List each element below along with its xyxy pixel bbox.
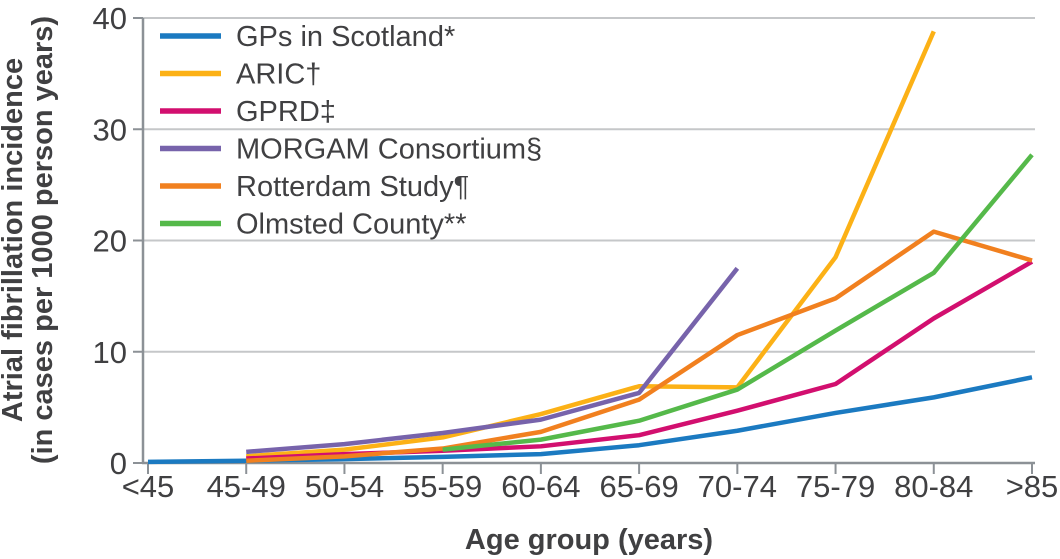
legend-label-gps-in-scotland: GPs in Scotland* <box>236 21 455 53</box>
legend-label-gprd: GPRD‡ <box>236 96 336 128</box>
y-axis-title-line1: Atrial fibrillation incidence <box>0 58 29 422</box>
series-line-rotterdam-study <box>246 229 1033 464</box>
x-tick-label-55-59: 55-59 <box>403 469 482 504</box>
x-tick-label-70-74: 70-74 <box>698 469 777 504</box>
y-axis-title-line2: (in cases per 1000 person years) <box>27 16 59 464</box>
x-tick-label-65-69: 65-69 <box>599 469 678 504</box>
x-tick-label-75-79: 75-79 <box>796 469 875 504</box>
x-tick-label-45-49: 45-49 <box>207 469 286 504</box>
series-line-olmsted-county <box>442 153 1034 452</box>
legend-label-olmsted-county: Olmsted County** <box>236 209 467 241</box>
series-line-aric <box>246 30 936 459</box>
legend-label-aric: ARIC† <box>236 59 321 91</box>
series-line-morgam-consortium <box>246 266 740 455</box>
x-tick-label-50-54: 50-54 <box>305 469 384 504</box>
x-tick-label-60-64: 60-64 <box>501 469 580 504</box>
y-tick-label-0: 0 <box>110 446 127 481</box>
y-tick-label-10: 10 <box>93 335 127 370</box>
x-tick-label-45: <45 <box>122 469 175 504</box>
x-axis-title: Age group (years) <box>465 524 713 556</box>
legend-label-morgam-consortium: MORGAM Consortium§ <box>236 134 542 166</box>
legend-label-rotterdam-study: Rotterdam Study¶ <box>236 171 469 203</box>
series-line-gprd <box>246 259 1034 461</box>
x-tick-label-85: >85 <box>1006 469 1059 504</box>
y-tick-label-20: 20 <box>93 224 127 259</box>
y-tick-label-40: 40 <box>93 1 127 36</box>
y-tick-label-30: 30 <box>93 112 127 147</box>
x-tick-label-80-84: 80-84 <box>894 469 973 504</box>
